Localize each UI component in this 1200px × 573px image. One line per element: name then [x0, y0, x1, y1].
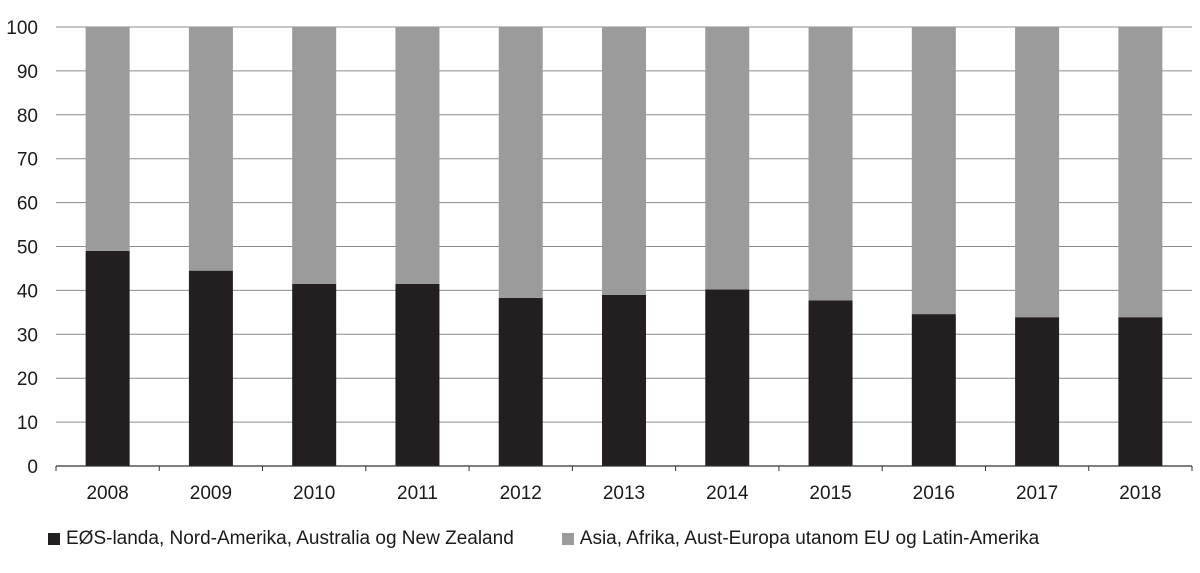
bar-series-2-2012 — [498, 27, 543, 298]
bar-series-1-2017 — [1015, 317, 1060, 466]
bar-series-1-2015 — [808, 300, 853, 466]
x-tick-label: 2010 — [293, 483, 335, 504]
x-tick-label: 2012 — [500, 483, 542, 504]
legend: EØS-landa, Nord-Amerika, Australia og Ne… — [48, 528, 1039, 550]
y-tick-label: 40 — [17, 281, 38, 302]
legend-label-series-2: Asia, Afrika, Aust-Europa utanom EU og L… — [579, 528, 1040, 549]
x-tick-label: 2017 — [1016, 483, 1058, 504]
bar-series-2-2017 — [1015, 27, 1060, 318]
axes: 0 10 20 30 40 50 60 70 80 90 100 2008 2009 2010 2011 20… — [6, 18, 1193, 504]
bar-series-1-2012 — [498, 297, 543, 466]
x-tick-label: 2018 — [1119, 483, 1161, 504]
bar-series-2-2013 — [602, 27, 646, 295]
y-tick-label: 70 — [17, 150, 38, 171]
y-tick-label: 20 — [17, 369, 38, 390]
bar-series-2-2008 — [85, 27, 130, 251]
legend-item-series-2: Asia, Afrika, Aust-Europa utanom EU og L… — [561, 528, 1040, 550]
x-tick-label: 2014 — [706, 483, 749, 504]
x-tick-label: 2008 — [86, 483, 128, 504]
y-tick-label: 0 — [27, 457, 38, 478]
bar-series-2-2018 — [1118, 27, 1163, 318]
bar-series-2-2016 — [911, 27, 956, 315]
y-tick-label: 30 — [17, 325, 38, 346]
y-tick-label: 90 — [17, 62, 38, 83]
bar-series-2-2009 — [188, 27, 233, 271]
x-tick-label: 2011 — [397, 483, 438, 504]
bar-series-1-2016 — [911, 314, 956, 466]
bar-series-2-2015 — [808, 27, 853, 301]
bar-series-1-2010 — [292, 283, 337, 466]
y-tick-label: 10 — [17, 413, 38, 434]
bar-series-1-2018 — [1118, 317, 1163, 466]
y-tick-label: 80 — [17, 106, 38, 127]
y-tick-label: 60 — [17, 194, 38, 215]
y-tick-label: 50 — [17, 238, 38, 259]
bar-series-1-2009 — [188, 270, 233, 466]
bar-series-1-2011 — [395, 283, 440, 466]
legend-swatch-series-2 — [561, 533, 574, 545]
bar-series-1-2013 — [602, 294, 646, 466]
x-tick-label: 2016 — [913, 483, 955, 504]
bar-series-2-2011 — [395, 27, 440, 284]
legend-label-series-1: EØS-landa, Nord-Amerika, Australia og Ne… — [66, 528, 514, 549]
x-tick-label: 2015 — [809, 483, 851, 504]
legend-swatch-series-1 — [48, 533, 60, 545]
bars — [85, 27, 1163, 466]
x-tick-label: 2013 — [603, 483, 645, 504]
x-tick-label: 2009 — [190, 483, 232, 504]
bar-series-2-2014 — [705, 27, 750, 290]
y-tick-label: 100 — [6, 18, 38, 39]
bar-series-1-2014 — [705, 289, 750, 466]
legend-item-series-1: EØS-landa, Nord-Amerika, Australia og Ne… — [48, 528, 514, 550]
bar-series-1-2008 — [85, 250, 130, 466]
bar-series-2-2010 — [292, 27, 337, 284]
